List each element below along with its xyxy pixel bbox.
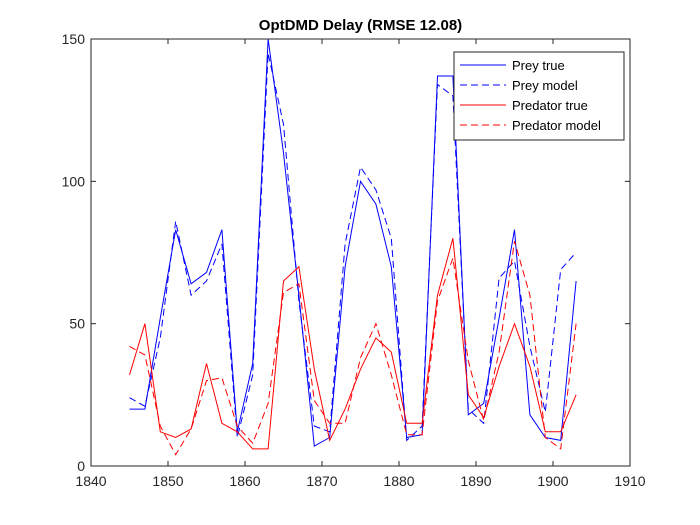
axes-box bbox=[90, 38, 631, 467]
series-layer bbox=[129, 38, 577, 456]
legend-label-2: Predator true bbox=[512, 98, 588, 113]
x-tick-label: 1880 bbox=[383, 473, 414, 489]
y-tick-label: 150 bbox=[62, 31, 86, 47]
x-tick-label: 1890 bbox=[460, 473, 491, 489]
y-tick-label: 0 bbox=[77, 458, 85, 474]
y-tick-label: 50 bbox=[69, 316, 85, 332]
legend-label-1: Prey model bbox=[512, 78, 578, 93]
x-tick-label: 1850 bbox=[152, 473, 183, 489]
x-tick-label: 1900 bbox=[537, 473, 568, 489]
series-line-1 bbox=[129, 53, 577, 442]
x-tick-label: 1910 bbox=[614, 473, 645, 489]
legend-label-0: Prey true bbox=[512, 58, 565, 73]
chart-title: OptDMD Delay (RMSE 12.08) bbox=[259, 17, 462, 34]
y-tick-label: 100 bbox=[62, 173, 86, 189]
series-line-0 bbox=[129, 38, 577, 447]
legend-label-3: Predator model bbox=[512, 118, 601, 133]
x-tick-label: 1870 bbox=[306, 473, 337, 489]
x-tick-label: 1860 bbox=[229, 473, 260, 489]
legend: Prey true Prey model Predator true Predator… bbox=[453, 51, 625, 141]
x-tick-label: 1840 bbox=[75, 473, 106, 489]
ticks-layer: 1840 1850 1860 1870 1880 1890 1900 1910 0 50 100 15… bbox=[62, 31, 646, 489]
